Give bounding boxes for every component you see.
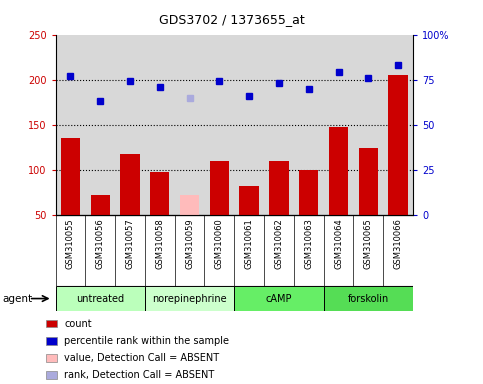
Text: GSM310060: GSM310060 — [215, 218, 224, 269]
Text: untreated: untreated — [76, 293, 124, 304]
Text: agent: agent — [2, 293, 32, 304]
Text: GSM310066: GSM310066 — [394, 218, 402, 270]
Bar — [61, 138, 80, 215]
Text: GSM310065: GSM310065 — [364, 218, 373, 269]
Bar — [388, 75, 408, 215]
Bar — [46, 319, 57, 328]
Text: GDS3702 / 1373655_at: GDS3702 / 1373655_at — [159, 13, 305, 26]
Text: GSM310058: GSM310058 — [156, 218, 164, 269]
Text: GSM310057: GSM310057 — [126, 218, 134, 269]
Text: rank, Detection Call = ABSENT: rank, Detection Call = ABSENT — [64, 370, 214, 381]
Bar — [56, 286, 145, 311]
Text: GSM310061: GSM310061 — [245, 218, 254, 269]
Bar — [358, 148, 378, 215]
Bar — [240, 186, 259, 215]
Text: value, Detection Call = ABSENT: value, Detection Call = ABSENT — [64, 353, 219, 363]
Text: percentile rank within the sample: percentile rank within the sample — [64, 336, 229, 346]
Bar — [145, 286, 234, 311]
Bar — [150, 172, 170, 215]
Bar — [269, 161, 289, 215]
Text: GSM310059: GSM310059 — [185, 218, 194, 269]
Bar — [234, 286, 324, 311]
Text: GSM310056: GSM310056 — [96, 218, 105, 269]
Bar — [329, 127, 348, 215]
Text: GSM310064: GSM310064 — [334, 218, 343, 269]
Bar — [180, 195, 199, 215]
Bar — [299, 170, 318, 215]
Text: cAMP: cAMP — [266, 293, 292, 304]
Text: GSM310055: GSM310055 — [66, 218, 75, 269]
Text: GSM310062: GSM310062 — [274, 218, 284, 269]
Bar — [210, 161, 229, 215]
Text: GSM310063: GSM310063 — [304, 218, 313, 270]
Bar — [46, 354, 57, 362]
Bar — [90, 195, 110, 215]
Text: forskolin: forskolin — [348, 293, 389, 304]
Text: count: count — [64, 318, 92, 329]
Bar — [46, 371, 57, 379]
Bar — [120, 154, 140, 215]
Bar — [46, 337, 57, 345]
Text: norepinephrine: norepinephrine — [152, 293, 227, 304]
Bar — [324, 286, 413, 311]
